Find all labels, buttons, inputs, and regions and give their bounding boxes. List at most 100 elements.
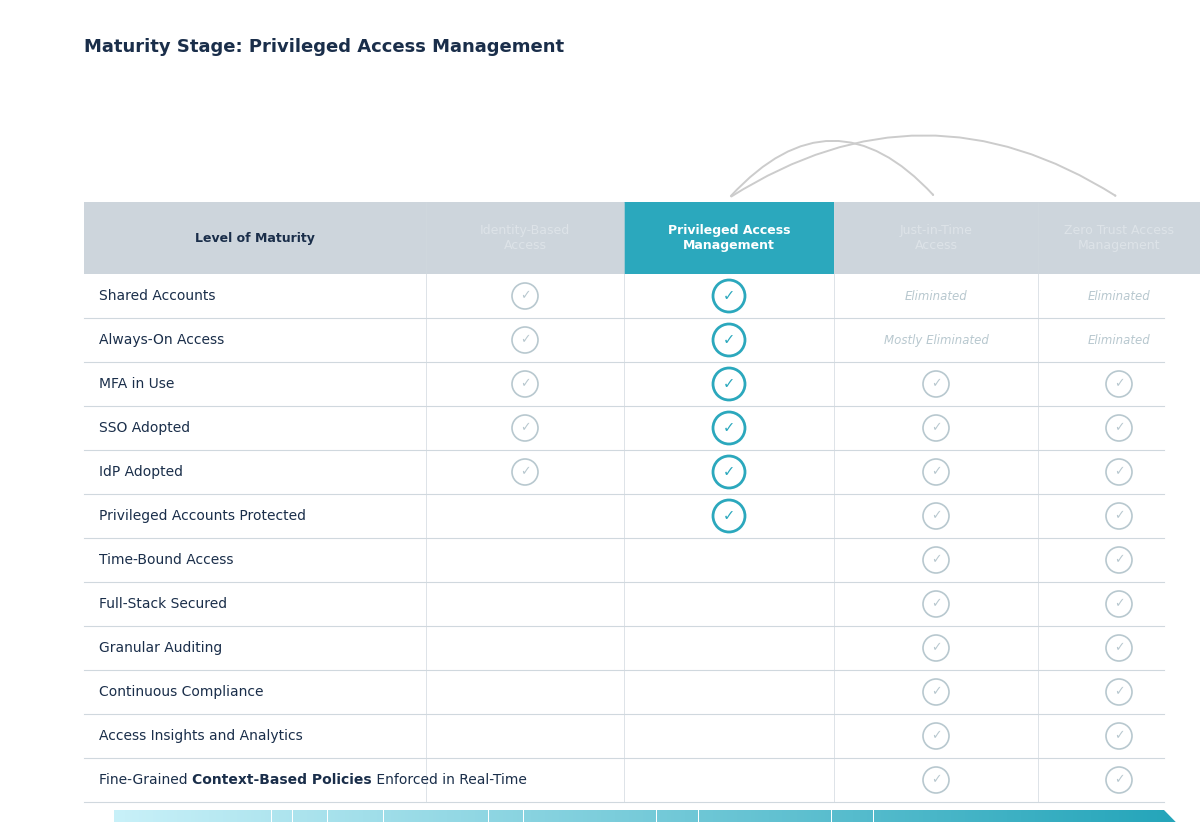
Bar: [1102, 810, 1104, 822]
Bar: [317, 810, 320, 822]
Bar: [541, 810, 545, 822]
Bar: [84, 274, 1164, 318]
Bar: [530, 810, 534, 822]
Bar: [454, 810, 457, 822]
Bar: [1052, 810, 1056, 822]
Bar: [516, 810, 520, 822]
Bar: [320, 810, 324, 822]
Bar: [1003, 810, 1007, 822]
Bar: [377, 810, 380, 822]
Bar: [264, 810, 268, 822]
Bar: [863, 810, 866, 822]
Bar: [404, 810, 408, 822]
Bar: [834, 202, 1038, 274]
Bar: [775, 810, 779, 822]
Text: ✓: ✓: [1114, 686, 1124, 699]
Bar: [859, 810, 863, 822]
Text: Privileged Access
Management: Privileged Access Management: [667, 224, 791, 252]
Bar: [474, 810, 478, 822]
Bar: [194, 810, 198, 822]
Text: Maturity Stage: Privileged Access Management: Maturity Stage: Privileged Access Manage…: [84, 38, 564, 56]
Bar: [691, 810, 695, 822]
Bar: [996, 810, 1000, 822]
Bar: [335, 810, 338, 822]
Bar: [824, 810, 828, 822]
Bar: [346, 810, 348, 822]
Bar: [667, 810, 671, 822]
Text: ✓: ✓: [1114, 553, 1124, 566]
Bar: [464, 810, 468, 822]
Bar: [545, 810, 548, 822]
Bar: [212, 810, 216, 822]
Bar: [191, 810, 194, 822]
Bar: [496, 810, 499, 822]
Bar: [1122, 810, 1126, 822]
Bar: [678, 810, 682, 822]
Bar: [1027, 810, 1031, 822]
Bar: [419, 810, 422, 822]
Bar: [499, 810, 503, 822]
Bar: [766, 810, 768, 822]
Bar: [422, 810, 426, 822]
Bar: [607, 810, 611, 822]
Bar: [982, 810, 985, 822]
Bar: [324, 810, 328, 822]
Bar: [118, 810, 121, 822]
Bar: [919, 810, 923, 822]
Text: Just-in-Time
Access: Just-in-Time Access: [900, 224, 972, 252]
Bar: [527, 810, 530, 822]
Bar: [268, 810, 271, 822]
Bar: [930, 810, 934, 822]
Bar: [1142, 810, 1146, 822]
Bar: [156, 810, 160, 822]
Bar: [552, 810, 554, 822]
Text: ✓: ✓: [931, 598, 941, 611]
Bar: [698, 810, 702, 822]
Bar: [1094, 810, 1098, 822]
Bar: [758, 810, 762, 822]
Bar: [84, 626, 1164, 670]
Text: ✓: ✓: [722, 376, 736, 391]
Bar: [1034, 810, 1038, 822]
Text: Level of Maturity: Level of Maturity: [196, 232, 314, 244]
Text: ✓: ✓: [931, 641, 941, 654]
Bar: [366, 810, 370, 822]
Bar: [1160, 810, 1164, 822]
Bar: [720, 810, 722, 822]
Bar: [187, 810, 191, 822]
Bar: [1133, 810, 1136, 822]
Bar: [772, 810, 775, 822]
Bar: [950, 810, 954, 822]
Bar: [125, 810, 128, 822]
Bar: [233, 810, 236, 822]
Bar: [121, 810, 125, 822]
Bar: [1091, 810, 1094, 822]
Bar: [1150, 810, 1153, 822]
Bar: [558, 810, 562, 822]
Bar: [737, 810, 740, 822]
Bar: [538, 810, 541, 822]
Bar: [888, 810, 890, 822]
Bar: [128, 810, 132, 822]
Bar: [744, 810, 748, 822]
Bar: [160, 810, 163, 822]
Bar: [740, 810, 744, 822]
Bar: [989, 810, 992, 822]
Bar: [1056, 810, 1060, 822]
Bar: [397, 810, 401, 822]
Text: Granular Auditing: Granular Auditing: [100, 641, 222, 655]
Bar: [808, 810, 810, 822]
Bar: [1060, 810, 1062, 822]
Bar: [342, 810, 346, 822]
Bar: [722, 810, 726, 822]
Text: Context-Based Policies: Context-Based Policies: [192, 773, 372, 787]
Text: Identity-Based
Access: Identity-Based Access: [480, 224, 570, 252]
Bar: [229, 810, 233, 822]
Bar: [355, 810, 359, 822]
Bar: [359, 810, 362, 822]
Text: ✓: ✓: [1114, 422, 1124, 435]
Text: ✓: ✓: [520, 422, 530, 435]
Bar: [426, 202, 624, 274]
Text: Privileged Accounts Protected: Privileged Accounts Protected: [100, 509, 306, 523]
Bar: [401, 810, 404, 822]
